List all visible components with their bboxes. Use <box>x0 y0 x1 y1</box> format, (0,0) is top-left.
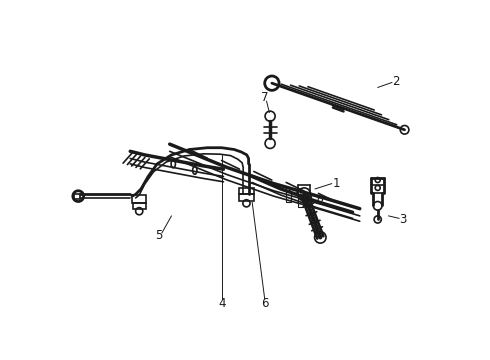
Bar <box>132 195 147 203</box>
Text: 6: 6 <box>261 297 269 310</box>
Bar <box>239 194 254 201</box>
Bar <box>298 197 303 207</box>
Bar <box>133 203 146 209</box>
Text: 3: 3 <box>399 213 407 226</box>
Bar <box>239 188 254 194</box>
Text: 2: 2 <box>392 75 399 88</box>
Text: 7: 7 <box>261 91 269 104</box>
Text: 4: 4 <box>218 297 225 310</box>
Text: 1: 1 <box>333 177 340 190</box>
Bar <box>286 192 291 202</box>
Bar <box>74 194 80 199</box>
Text: 5: 5 <box>155 229 163 242</box>
